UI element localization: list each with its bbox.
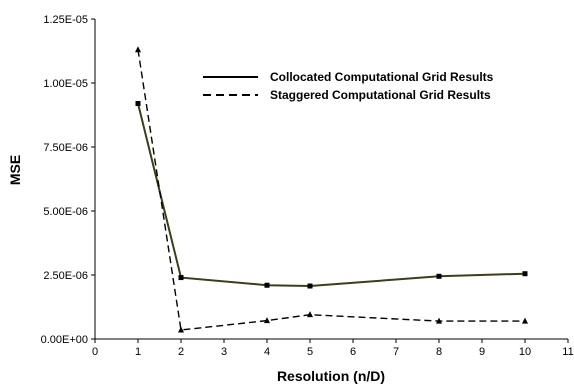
series-line bbox=[137, 103, 526, 288]
series-layer bbox=[135, 46, 528, 333]
data-point-square bbox=[135, 100, 141, 106]
x-axis-ticks: 0 1 2 3 4 5 6 7 8 9 10 11 bbox=[92, 339, 574, 358]
x-tick-label: 9 bbox=[479, 346, 485, 358]
x-tick-label: 10 bbox=[519, 346, 531, 358]
y-tick-label: 1.25E-05 bbox=[43, 14, 88, 26]
data-point-triangle bbox=[522, 317, 528, 324]
y-tick-label: 2.50E-06 bbox=[43, 270, 88, 282]
x-tick-label: 5 bbox=[307, 346, 313, 358]
data-point-square bbox=[307, 283, 313, 289]
legend-label-2: Staggered Computational Grid Results bbox=[270, 88, 491, 102]
series-2 bbox=[135, 46, 528, 333]
y-tick-label: 1.00E-05 bbox=[43, 78, 88, 90]
y-axis-ticks: 0.00E+00 2.50E-06 5.00E-06 7.50E-06 1.00E-05… bbox=[41, 14, 95, 346]
series-line bbox=[137, 49, 525, 331]
data-point-triangle bbox=[307, 311, 313, 318]
x-tick-label: 4 bbox=[264, 346, 270, 358]
y-tick-label: 5.00E-06 bbox=[43, 206, 88, 218]
x-tick-label: 11 bbox=[562, 346, 573, 358]
axes bbox=[94, 19, 568, 340]
data-point-triangle bbox=[436, 317, 442, 324]
series-1 bbox=[135, 100, 528, 289]
x-tick-label: 3 bbox=[221, 346, 227, 358]
legend: Collocated Computational Grid Results Sta… bbox=[203, 70, 494, 102]
x-axis-title: Resolution (n/D) bbox=[277, 368, 385, 384]
x-tick-label: 8 bbox=[436, 346, 442, 358]
x-tick-label: 6 bbox=[350, 346, 356, 358]
y-axis-title: MSE bbox=[7, 155, 23, 185]
x-tick-label: 7 bbox=[393, 346, 399, 358]
x-tick-label: 0 bbox=[92, 346, 98, 358]
x-tick-label: 1 bbox=[135, 346, 141, 358]
x-tick-label: 2 bbox=[178, 346, 184, 358]
data-point-triangle bbox=[135, 46, 141, 53]
y-tick-label: 7.50E-06 bbox=[43, 142, 88, 154]
legend-label-1: Collocated Computational Grid Results bbox=[270, 70, 494, 84]
data-point-triangle bbox=[178, 326, 184, 333]
data-point-square bbox=[264, 282, 270, 288]
data-point-square bbox=[436, 273, 442, 279]
data-point-square bbox=[522, 271, 528, 277]
y-tick-label: 0.00E+00 bbox=[41, 334, 88, 346]
data-point-square bbox=[178, 275, 184, 281]
data-point-triangle bbox=[264, 317, 270, 324]
